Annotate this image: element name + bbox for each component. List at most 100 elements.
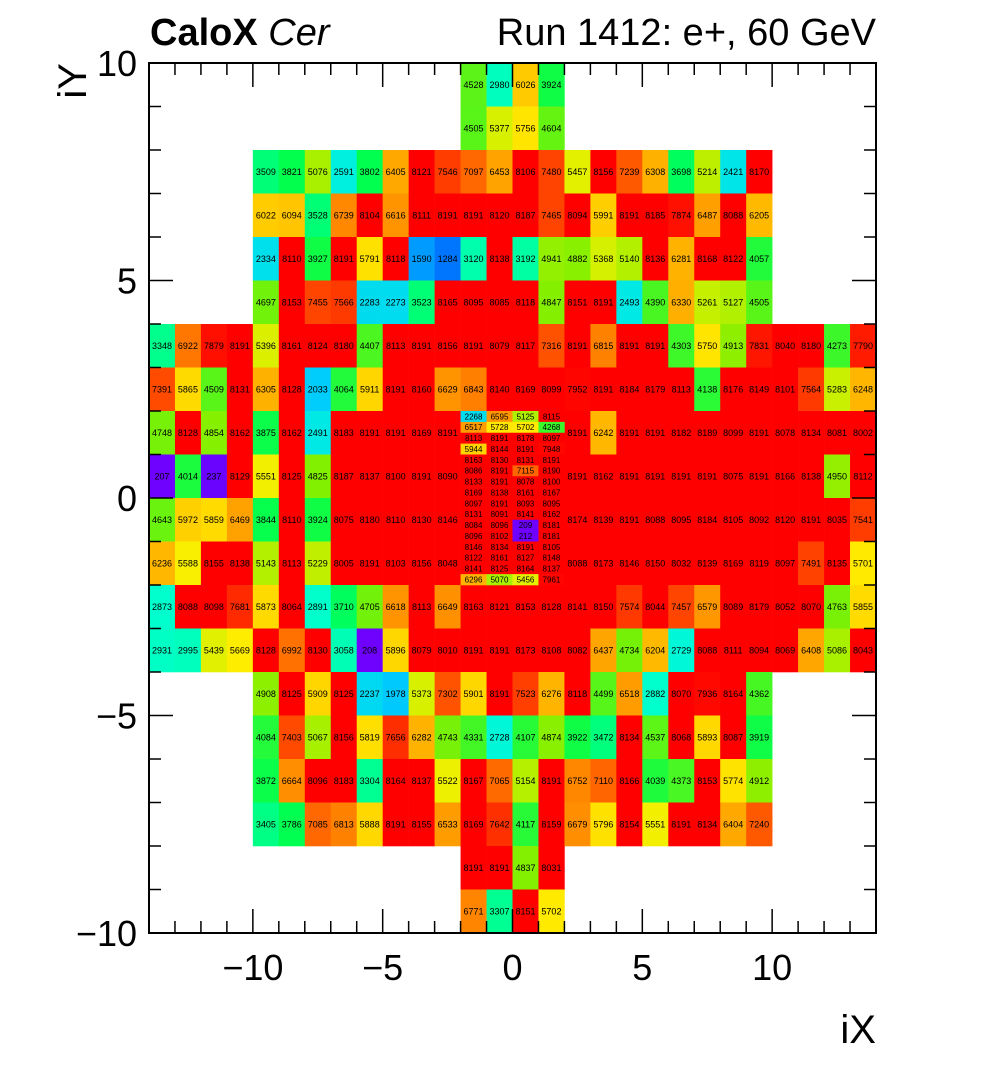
heatmap-cell [616,715,643,760]
cell-value-label: 2283 [360,297,380,307]
fine-heatmap-cell [460,411,487,423]
cell-value-label: 8129 [230,471,250,481]
fine-heatmap-cell [460,552,487,564]
cell-value-label: 8151 [515,906,535,916]
cell-value-label: 2334 [256,254,276,264]
x-axis-label: iX [840,1008,876,1052]
heatmap-cell [486,846,513,890]
cell-value-label: 8191 [671,471,691,481]
cell-value-label: 5125 [517,412,535,421]
heatmap-cell [564,193,591,238]
cell-value-label: 8141 [517,510,535,519]
fine-heatmap-cell [460,487,487,499]
cell-value-label: 5909 [308,689,328,699]
cell-value-label: 8191 [541,776,561,786]
heatmap-cell [850,498,877,542]
cell-value-label: 8156 [593,167,613,177]
heatmap-cell [668,759,695,803]
heatmap-cell [746,193,773,238]
heatmap-cell [252,193,280,238]
cell-value-label: 8163 [464,602,484,612]
cell-value-label: 4390 [645,297,665,307]
cell-value-label: 8191 [412,471,432,481]
heatmap-cell [278,672,306,716]
cell-value-label: 8180 [801,341,821,351]
cell-value-label: 8094 [749,645,769,655]
heatmap-cell [538,802,565,847]
heatmap-cell [642,585,669,629]
cell-value-label: 207 [154,471,169,481]
cell-value-label: 5728 [491,423,509,432]
cell-value-label: 6771 [464,906,484,916]
cell-value-label: 8122 [723,254,743,264]
cell-value-label: 8097 [543,434,561,443]
heatmap-cell [668,585,695,629]
heatmap-cell [356,541,383,586]
heatmap-cell [434,367,461,412]
cell-value-label: 8191 [517,543,535,552]
cell-value-label: 8153 [282,297,302,307]
cell-value-label: 8070 [671,689,691,699]
cell-value-label: 8097 [775,558,795,568]
heatmap-cell [720,759,747,803]
heatmap-cell [434,628,461,673]
heatmap-cell [564,367,591,412]
cell-value-label: 8078 [517,478,535,487]
heatmap-cell [694,541,721,586]
cell-value-label: 7879 [204,341,224,351]
cell-value-label: 4950 [827,471,847,481]
heatmap-cell [538,628,565,673]
cell-value-label: 6815 [593,341,613,351]
cell-value-label: 8099 [541,384,561,394]
cell-value-label: 8164 [723,689,743,699]
cell-value-label: 4331 [464,732,484,742]
heatmap-cell [564,585,591,629]
cell-value-label: 8191 [386,384,406,394]
cell-value-label: 3348 [152,341,172,351]
heatmap-cell [538,106,565,151]
cell-value-label: 8180 [360,515,380,525]
heatmap-cell [174,541,202,586]
cell-value-label: 2873 [152,602,172,612]
cell-value-label: 8191 [491,478,509,487]
cell-value-label: 1590 [412,254,432,264]
heatmap-cell [356,454,383,499]
heatmap-cell [694,759,721,803]
cell-value-label: 8181 [543,532,561,541]
cell-value-label: 8164 [517,565,535,574]
heatmap-cell [668,367,695,412]
heatmap-cell [564,715,591,760]
cell-value-label: 2980 [490,80,510,90]
fine-heatmap-cell [512,432,539,444]
cell-value-label: 8031 [541,863,561,873]
cell-value-label: 8048 [438,558,458,568]
cell-value-label: 8191 [517,445,535,454]
cell-value-label: 2995 [178,645,198,655]
cell-value-label: 8191 [464,645,484,655]
heatmap-cell [200,367,228,412]
cell-value-label: 6616 [386,210,406,220]
heatmap-cell [149,411,176,455]
heatmap-cell [720,715,747,760]
heatmap-cell [252,715,280,760]
cell-value-label: 6739 [334,210,354,220]
cell-value-label: 8068 [671,732,691,742]
cell-value-label: 5896 [386,645,406,655]
heatmap-cell [486,193,513,238]
cell-value-label: 3802 [360,167,380,177]
heatmap-cell [538,585,565,629]
heatmap-cell [616,324,643,368]
fine-heatmap-cell [512,476,539,488]
heatmap-cell [616,802,643,847]
heatmap-cell [304,802,332,847]
cell-value-label: 208 [362,645,377,655]
heatmap-cell [486,150,513,194]
heatmap-cell [304,193,332,238]
cell-value-label: 7961 [543,575,561,584]
heatmap-cell [590,454,617,499]
cell-value-label: 5819 [360,732,380,742]
heatmap-cell [278,411,306,455]
heatmap-cell [382,237,409,281]
heatmap-cells [149,63,877,934]
cell-value-label: 6813 [334,819,354,829]
